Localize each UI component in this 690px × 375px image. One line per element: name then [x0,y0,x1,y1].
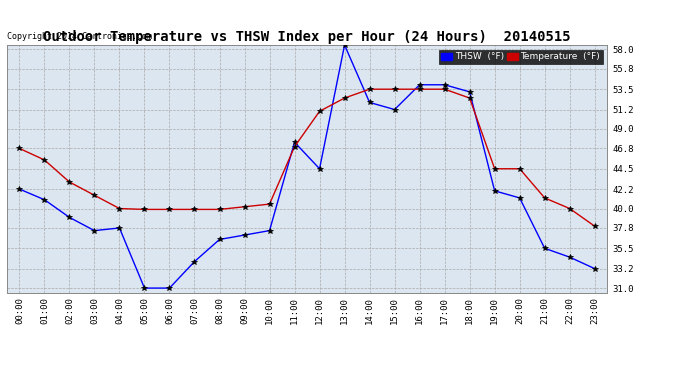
Legend: THSW  (°F), Temperature  (°F): THSW (°F), Temperature (°F) [439,50,602,64]
Text: Copyright 2014 Cartronics.com: Copyright 2014 Cartronics.com [7,32,152,41]
Title: Outdoor Temperature vs THSW Index per Hour (24 Hours)  20140515: Outdoor Temperature vs THSW Index per Ho… [43,30,571,44]
